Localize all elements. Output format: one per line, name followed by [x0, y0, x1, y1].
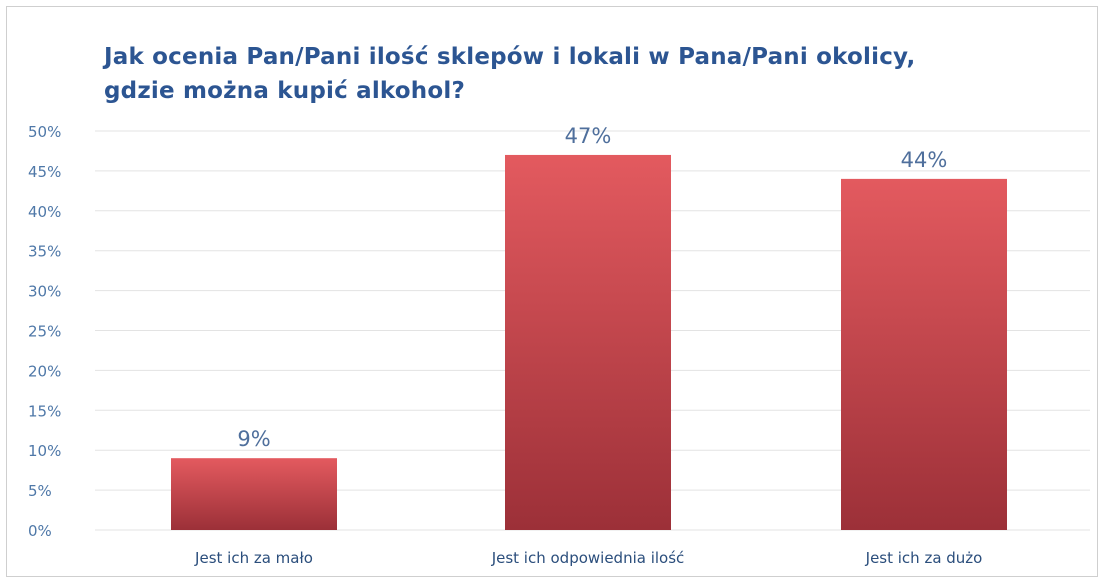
data-label: 44% [901, 148, 948, 172]
y-tick-label: 5% [28, 482, 52, 500]
chart-title: Jak ocenia Pan/Pani ilość sklepów i loka… [104, 40, 915, 108]
category-label: Jest ich za dużo [865, 549, 983, 567]
data-label: 9% [237, 427, 270, 451]
bar [171, 458, 337, 530]
y-tick-label: 0% [28, 522, 52, 540]
category-label: Jest ich odpowiednia ilość [491, 549, 685, 567]
y-tick-label: 35% [28, 243, 61, 261]
bars [171, 154, 1007, 530]
y-tick-label: 10% [28, 442, 61, 460]
y-tick-label: 30% [28, 283, 61, 301]
x-axis-category-labels: Jest ich za mało Jest ich odpowiednia ilo… [194, 549, 982, 567]
y-tick-label: 40% [28, 203, 61, 221]
bar [841, 178, 1007, 530]
data-labels: 9% 47% 44% [237, 124, 947, 451]
y-tick-label: 25% [28, 323, 61, 341]
y-tick-label: 15% [28, 402, 61, 420]
data-label: 47% [565, 124, 612, 148]
chart-title-line-1: Jak ocenia Pan/Pani ilość sklepów i loka… [104, 44, 916, 70]
y-tick-label: 20% [28, 362, 61, 380]
category-label: Jest ich za mało [194, 549, 313, 567]
y-axis-tick-labels: 0% 5% 10% 15% 20% 25% 30% 35% 40% 45% 50% [28, 123, 61, 540]
bar [505, 154, 671, 530]
y-tick-label: 45% [28, 163, 61, 181]
y-tick-label: 50% [28, 123, 61, 141]
chart-title-line-2: gdzie można kupić alkohol? [104, 78, 466, 104]
